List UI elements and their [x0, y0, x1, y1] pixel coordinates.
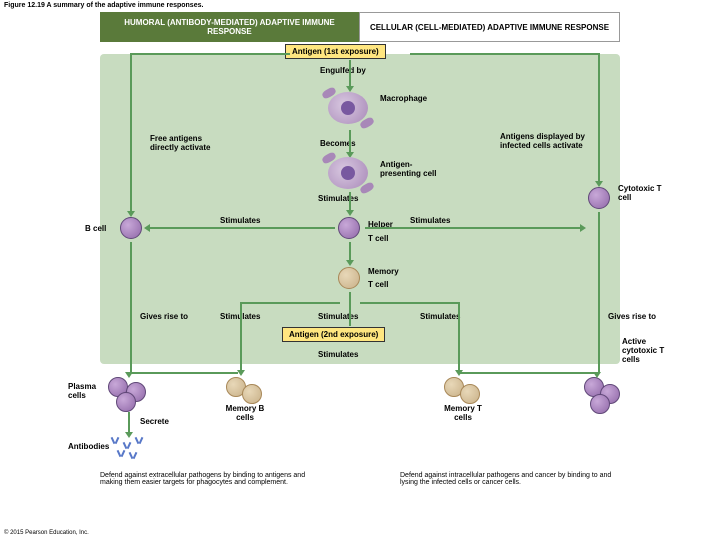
stimulates-2: Stimulates [220, 216, 260, 225]
header-humoral: HUMORAL (ANTIBODY-MEDIATED) ADAPTIVE IMM… [100, 12, 359, 42]
defend-right: Defend against intracellular pathogens a… [400, 472, 620, 486]
header-cellular: CELLULAR (CELL-MEDIATED) ADAPTIVE IMMUNE… [359, 12, 620, 42]
arrow [128, 372, 238, 374]
gives-right: Gives rise to [608, 312, 656, 321]
macrophage-cell [328, 92, 378, 132]
antibody-icon [128, 452, 138, 462]
antibody-icon [116, 450, 126, 460]
arrow [598, 212, 600, 372]
arrow [349, 130, 351, 154]
memory-t-2 [460, 384, 480, 404]
figure-caption: Figure 12.19 A summary of the adaptive i… [4, 2, 203, 9]
arrow-head [144, 224, 150, 232]
engulfed-label: Engulfed by [320, 66, 366, 75]
memory-label: Memory [368, 267, 399, 276]
arrow-head [125, 372, 133, 378]
header-row: HUMORAL (ANTIBODY-MEDIATED) ADAPTIVE IMM… [100, 12, 620, 42]
arrow [240, 302, 242, 372]
defend-left: Defend against extracellular pathogens b… [100, 472, 320, 486]
arrow-head [346, 260, 354, 266]
arrow [130, 242, 132, 372]
memory-b-2 [242, 384, 262, 404]
cytotoxic-t-cell [588, 187, 610, 209]
memory-t-cell [338, 267, 360, 289]
arrow-head [125, 432, 133, 438]
antigen-2-box: Antigen (2nd exposure) [282, 327, 385, 342]
free-antigens-label: Free antigens directly activate [150, 134, 230, 152]
antibodies-label: Antibodies [68, 442, 109, 451]
stim-below: Stimulates [318, 350, 358, 359]
memB-label: Memory B cells [220, 404, 270, 422]
arrow [349, 60, 351, 88]
displayed-label: Antigens displayed by infected cells act… [500, 132, 600, 150]
tcell-label: T cell [368, 234, 388, 243]
arrow [130, 53, 290, 55]
arrow-head [593, 372, 601, 378]
antibody-icon [110, 437, 120, 447]
memT-label: Memory T cells [438, 404, 488, 422]
plasma-label: Plasma cells [68, 382, 106, 400]
arrow [349, 292, 351, 326]
bcell-label: B cell [85, 224, 106, 233]
b-cell [120, 217, 142, 239]
plasma-cell-3 [116, 392, 136, 412]
arrow [240, 302, 340, 304]
arrow [128, 412, 130, 434]
arrow [460, 372, 596, 374]
arrow [349, 192, 351, 212]
arrow [598, 53, 600, 183]
tcell2-label: T cell [368, 280, 388, 289]
antibody-icon [134, 437, 144, 447]
diagram-area: Antigen (1st exposure) Engulfed by Macro… [40, 42, 680, 512]
apc-label: Antigen-presenting cell [380, 160, 440, 178]
stim-row-2: Stimulates [318, 312, 358, 321]
stim-row-3: Stimulates [420, 312, 460, 321]
macrophage-label: Macrophage [380, 94, 427, 103]
helper-t-cell [338, 217, 360, 239]
arrow [150, 227, 335, 229]
arrow [130, 53, 132, 213]
gives-left: Gives rise to [140, 312, 188, 321]
stimulates-1: Stimulates [318, 194, 358, 203]
arrow-head [580, 224, 586, 232]
apc-cell [328, 157, 378, 197]
arrow-head [346, 210, 354, 216]
arrow [458, 302, 460, 372]
arrow [349, 242, 351, 262]
active-label: Active cytotoxic T cells [622, 337, 672, 364]
secrete-label: Secrete [140, 417, 169, 426]
copyright: © 2015 Pearson Education, Inc. [4, 530, 89, 536]
arrow [410, 53, 600, 55]
antigen-1-box: Antigen (1st exposure) [285, 44, 386, 59]
active-cyto-3 [590, 394, 610, 414]
cyto-label: Cytotoxic T cell [618, 184, 668, 202]
arrow [365, 227, 580, 229]
stimulates-3: Stimulates [410, 216, 450, 225]
arrow-head [237, 370, 245, 376]
arrow [360, 302, 460, 304]
